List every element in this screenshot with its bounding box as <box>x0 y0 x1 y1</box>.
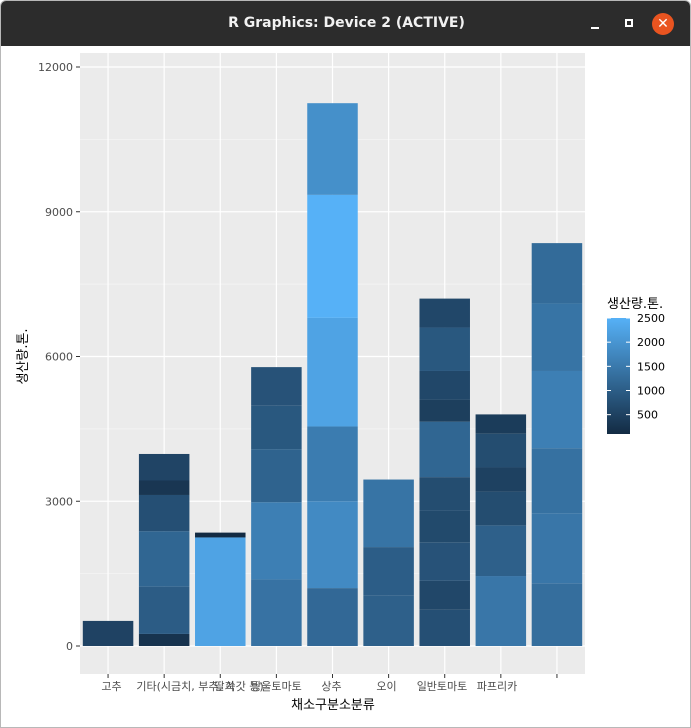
bar-segment <box>307 103 358 195</box>
bar-segment <box>419 580 470 610</box>
y-axis-title: 생산량.톤. <box>16 328 31 384</box>
bar-segment <box>531 303 583 371</box>
bar-segment <box>531 370 583 449</box>
x-tick-label: 파프리카 <box>477 680 517 693</box>
window-title: R Graphics: Device 2 (ACTIVE) <box>228 15 465 31</box>
legend-title: 생산량.톤. <box>607 297 663 312</box>
bar-segment <box>419 510 470 543</box>
bar-segment <box>251 502 302 580</box>
maximize-icon <box>625 19 633 27</box>
bar-segment <box>531 513 583 584</box>
bar-segment <box>251 405 302 450</box>
x-axis-title: 채소구분소분류 <box>291 698 375 713</box>
bar-segment <box>531 243 583 304</box>
close-icon: ✕ <box>657 16 669 32</box>
x-tick-label: 방울토마토 <box>251 680 302 693</box>
title-bar[interactable]: R Graphics: Device 2 (ACTIVE) ✕ <box>1 1 690 46</box>
y-tick-label: 0 <box>66 640 73 653</box>
bar-segment <box>307 588 358 646</box>
legend-label: 500 <box>637 409 658 422</box>
bar-segment <box>419 327 470 371</box>
legend-label: 2000 <box>637 336 665 349</box>
bar-segment <box>138 531 190 587</box>
bar-segment <box>363 547 414 596</box>
bar-segment <box>138 480 190 495</box>
bar-chart: 0 3000 6000 9000 12000 고추 기타(시금치, 부추, 쑥갓 등)딸기 방… <box>16 53 665 713</box>
minimize-button[interactable] <box>584 13 606 35</box>
y-tick-label: 6000 <box>45 351 73 364</box>
legend-label: 1000 <box>637 385 665 398</box>
bar-segment <box>251 367 302 406</box>
bar-segment <box>475 491 527 526</box>
x-tick-label: 상추 <box>321 680 341 693</box>
y-tick-label: 3000 <box>45 495 73 508</box>
bar-segment <box>138 494 190 532</box>
x-tick-label: 고추 <box>101 680 121 693</box>
bar-segment <box>419 370 470 400</box>
bar-segment <box>419 421 470 478</box>
y-tick-label: 12000 <box>38 61 73 74</box>
bar-segment <box>531 583 583 646</box>
bar-segment <box>251 579 302 646</box>
bar-segment <box>475 414 527 434</box>
bar-segment <box>307 317 358 427</box>
bar-segment <box>475 576 527 646</box>
bar-segment <box>307 426 358 502</box>
legend-label: 1500 <box>637 360 665 373</box>
bar-segment <box>138 586 190 634</box>
maximize-button[interactable] <box>619 13 641 35</box>
bar-segment <box>419 542 470 581</box>
x-tick-label: 기타(시금치, 부추, 쑥갓 등) <box>136 680 263 693</box>
bar-segment <box>531 448 583 514</box>
bar-segment <box>138 633 190 646</box>
bar-segment <box>475 525 527 577</box>
close-button[interactable]: ✕ <box>652 13 674 35</box>
bar-segment <box>138 453 190 481</box>
x-tick-label: 오이 <box>376 680 396 693</box>
y-tick-label: 9000 <box>45 206 73 219</box>
bar-segment <box>363 595 414 646</box>
x-tick-label: 딸기 <box>214 680 234 693</box>
bar-segment <box>475 433 527 468</box>
bar-segment <box>419 399 470 422</box>
bar-segment <box>419 298 470 328</box>
bar-segment <box>82 620 134 646</box>
legend-label: 2500 <box>637 312 665 325</box>
bar-segment <box>419 609 470 646</box>
bar-segment <box>419 477 470 511</box>
bar-segment <box>363 479 414 548</box>
bar-segment <box>195 537 246 646</box>
bar-segment <box>307 194 358 318</box>
bar-segment <box>307 501 358 589</box>
legend-colorbar <box>607 318 630 434</box>
bar-segment <box>251 449 302 503</box>
bar-segment <box>195 532 246 538</box>
x-tick-label: 일반토마토 <box>417 679 468 693</box>
minimize-icon <box>591 27 599 29</box>
bar-segment <box>475 467 527 492</box>
